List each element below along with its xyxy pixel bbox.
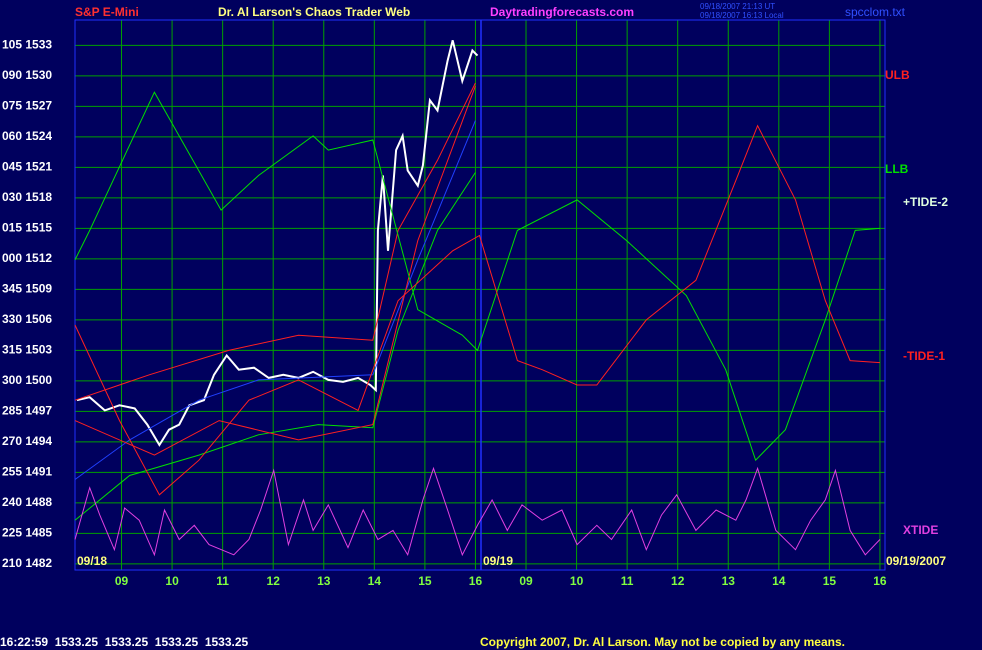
y-tick-label: 105 1533 — [2, 38, 52, 52]
timestamp: 09/18/2007 16:13 Local — [700, 11, 784, 20]
series-line — [76, 40, 479, 447]
date-label: 09/19/2007 — [886, 554, 946, 568]
series-label: LLB — [885, 162, 909, 176]
chart-title: Dr. Al Larson's Chaos Trader Web — [218, 5, 410, 19]
y-tick-label: 225 1485 — [2, 526, 52, 540]
series-line — [74, 85, 476, 456]
x-tick-label: 13 — [317, 574, 331, 588]
series-label: ULB — [885, 68, 910, 82]
y-tick-label: 030 1518 — [2, 190, 52, 204]
series-line — [74, 172, 476, 521]
series-line — [74, 466, 881, 557]
status-bar: 16:22:59 1533.25 1533.25 1533.25 1533.25 — [0, 635, 249, 649]
y-tick-label: 075 1527 — [2, 99, 52, 113]
x-tick-label: 11 — [216, 574, 229, 588]
series-line — [74, 82, 476, 401]
x-tick-label: 14 — [772, 574, 786, 588]
x-tick-label: 10 — [165, 574, 179, 588]
series-line — [74, 91, 880, 462]
site: Daytradingforecasts.com — [490, 5, 634, 19]
y-tick-label: 345 1509 — [2, 282, 52, 296]
x-tick-label: 12 — [267, 574, 281, 588]
x-tick-label: 11 — [621, 574, 634, 588]
series-label: +TIDE-2 — [903, 195, 948, 209]
y-tick-label: 255 1491 — [2, 465, 52, 479]
date-label: 09/18 — [77, 554, 107, 568]
series-label: -TIDE-1 — [903, 349, 945, 363]
y-tick-label: 045 1521 — [2, 160, 52, 174]
x-tick-label: 09 — [519, 574, 533, 588]
y-tick-label: 210 1482 — [2, 556, 52, 570]
x-tick-label: 15 — [823, 574, 837, 588]
x-tick-label: 13 — [722, 574, 736, 588]
copyright: Copyright 2007, Dr. Al Larson. May not b… — [480, 635, 845, 649]
x-tick-label: 10 — [570, 574, 584, 588]
y-tick-label: 270 1494 — [2, 434, 52, 448]
symbol: S&P E-Mini — [75, 5, 139, 19]
plot-frame — [74, 19, 886, 571]
series-label: XTIDE — [903, 523, 938, 537]
x-tick-label: 09 — [115, 574, 129, 588]
y-tick-label: 330 1506 — [2, 312, 52, 326]
y-tick-label: 090 1530 — [2, 68, 52, 82]
x-tick-label: 16 — [469, 574, 483, 588]
file-name: spcclom.txt — [845, 5, 906, 19]
x-tick-label: 16 — [873, 574, 887, 588]
series-line — [74, 124, 880, 496]
y-tick-label: 240 1488 — [2, 495, 52, 509]
y-tick-label: 285 1497 — [2, 404, 52, 418]
y-tick-label: 300 1500 — [2, 373, 52, 387]
x-tick-label: 12 — [671, 574, 685, 588]
y-tick-label: 060 1524 — [2, 129, 52, 143]
timestamp: 09/18/2007 21:13 UT — [700, 2, 775, 11]
x-tick-label: 14 — [368, 574, 382, 588]
y-tick-label: 015 1515 — [2, 221, 52, 235]
y-tick-label: 000 1512 — [2, 251, 52, 265]
date-label: 09/19 — [483, 554, 513, 568]
x-tick-label: 15 — [418, 574, 432, 588]
y-tick-label: 315 1503 — [2, 343, 52, 357]
